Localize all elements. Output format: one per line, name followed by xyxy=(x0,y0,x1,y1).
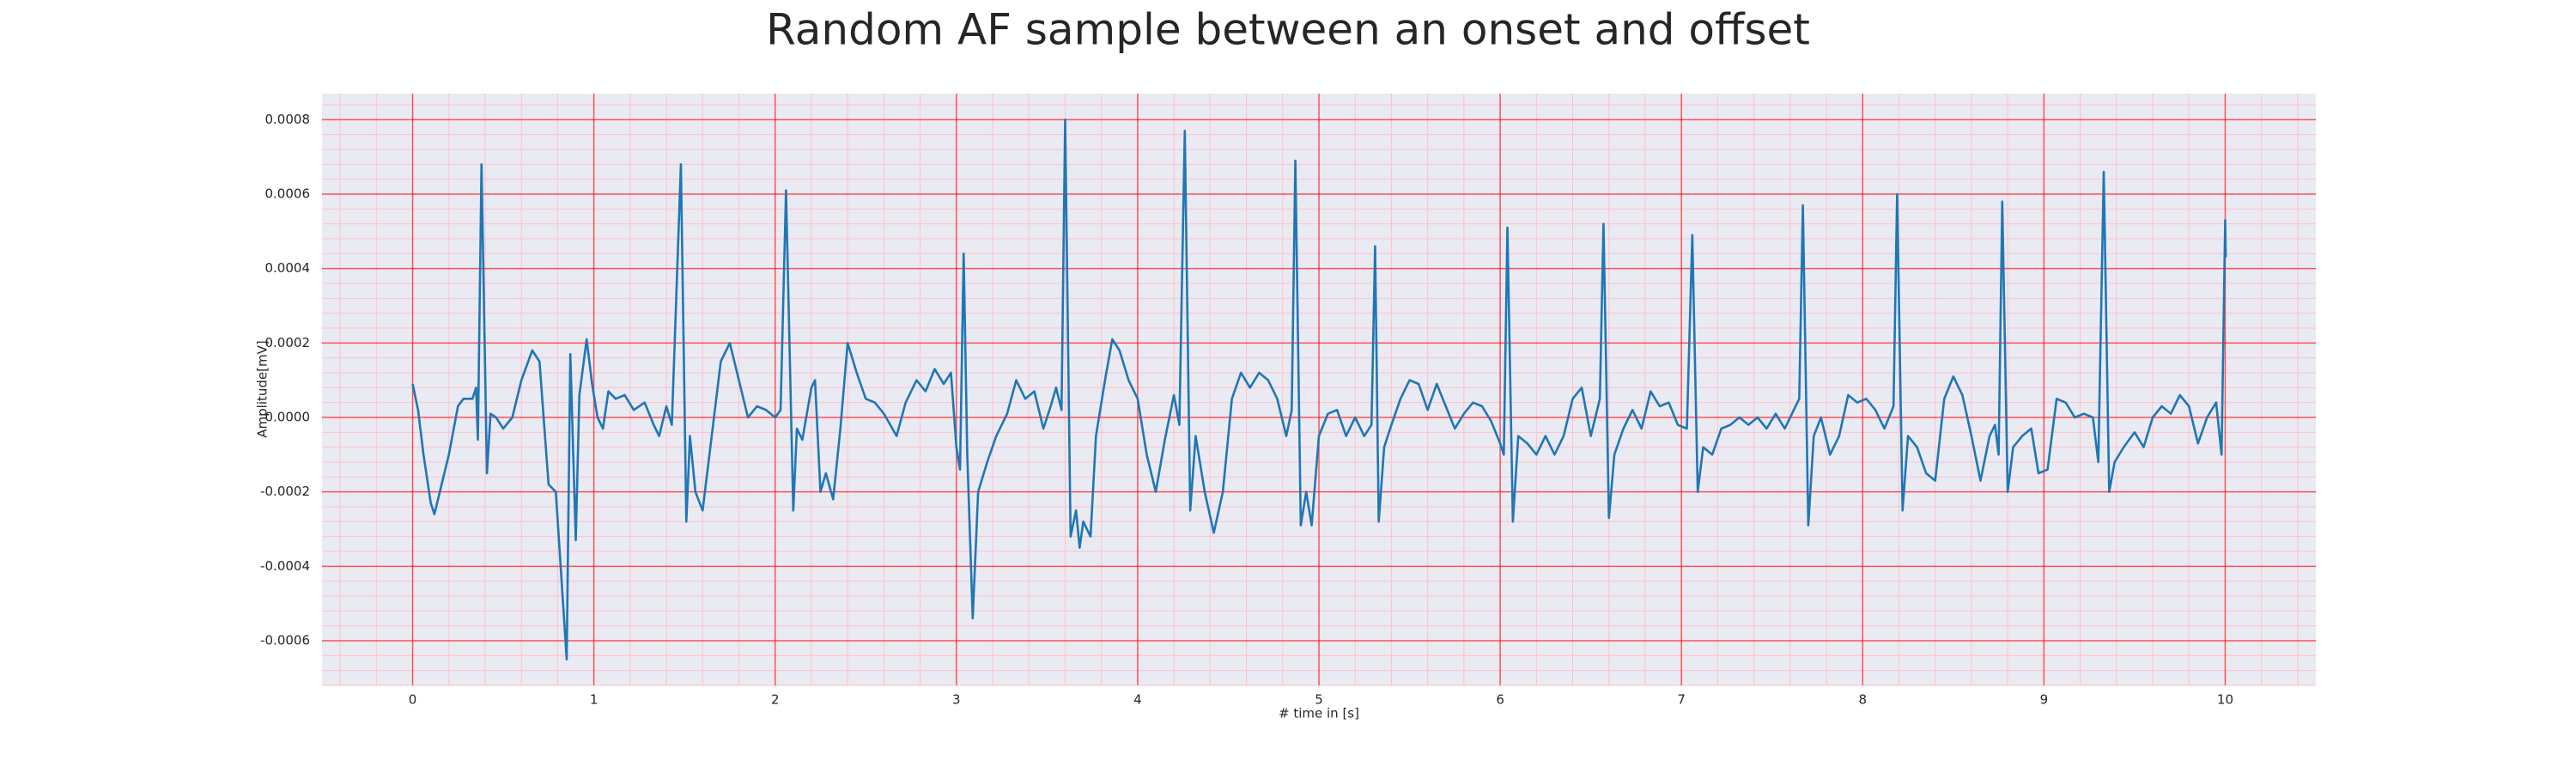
y-tick-label: 0.0000 xyxy=(265,410,311,425)
x-tick-label: 1 xyxy=(590,692,598,708)
x-axis-label: # time in [s] xyxy=(1279,706,1359,721)
x-tick-label: 3 xyxy=(952,692,961,708)
x-tick-label: 8 xyxy=(1858,692,1867,708)
y-tick-label: -0.0002 xyxy=(260,484,310,499)
x-tick-label: 4 xyxy=(1133,692,1142,708)
x-tick-label: 7 xyxy=(1677,692,1686,708)
chart-title: Random AF sample between an onset and of… xyxy=(766,5,1810,55)
x-tick-label: 5 xyxy=(1315,692,1323,708)
x-tick-label: 6 xyxy=(1496,692,1504,708)
y-tick-label: 0.0008 xyxy=(265,112,311,127)
y-tick-label: -0.0006 xyxy=(260,633,310,648)
x-tick-label: 2 xyxy=(771,692,780,708)
signal-line xyxy=(411,119,2227,660)
y-tick-label: -0.0004 xyxy=(260,558,310,574)
y-tick-label: 0.0006 xyxy=(265,186,311,202)
y-tick-label: 0.0004 xyxy=(265,260,311,276)
y-axis-label: Amplitude[mV] xyxy=(255,340,270,437)
x-tick-label: 0 xyxy=(409,692,417,708)
y-tick-label: 0.0002 xyxy=(265,335,311,350)
x-tick-label: 9 xyxy=(2040,692,2049,708)
x-tick-label: 10 xyxy=(2217,692,2233,708)
